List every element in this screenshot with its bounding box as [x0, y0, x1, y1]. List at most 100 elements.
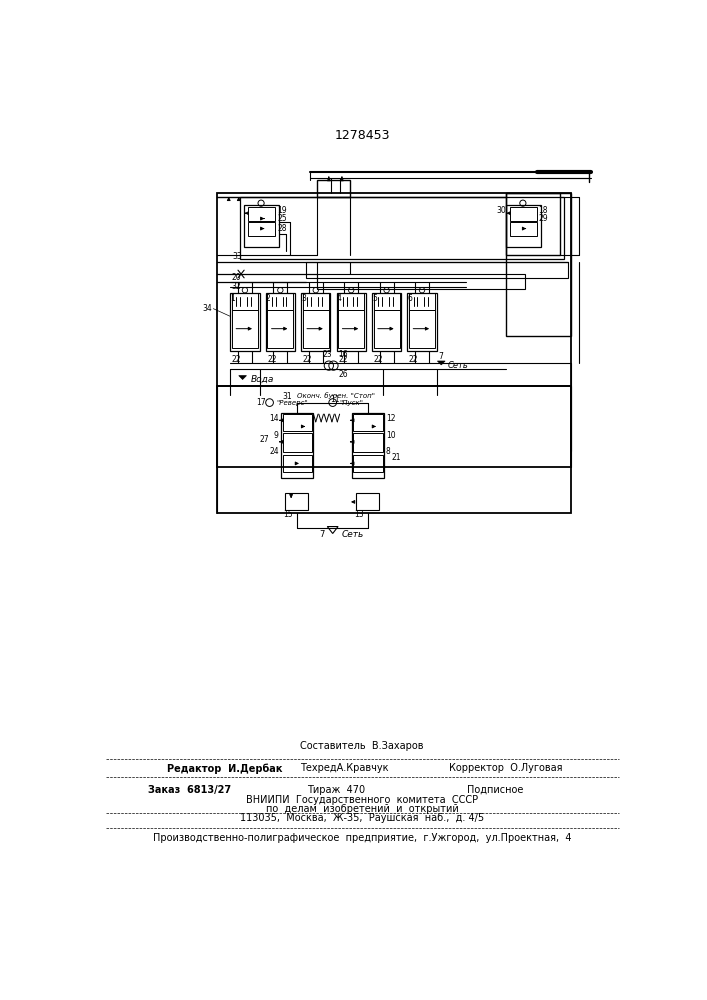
Text: 33: 33 [233, 252, 243, 261]
Bar [303, 293, 329, 310]
Bar [506, 193, 571, 336]
Text: 32: 32 [231, 282, 240, 291]
Text: 19: 19 [277, 206, 287, 215]
Text: 10: 10 [386, 431, 395, 440]
Text: 29: 29 [538, 214, 548, 223]
Text: "Пуск": "Пуск" [339, 400, 363, 406]
Polygon shape [438, 361, 445, 365]
Bar [283, 433, 312, 452]
Text: Тираж  470: Тираж 470 [308, 785, 366, 795]
Text: 31: 31 [283, 392, 292, 401]
Text: Редактор  И.Дербак: Редактор И.Дербак [167, 763, 283, 774]
Bar [232, 293, 258, 310]
Bar [232, 310, 258, 348]
Bar [303, 310, 329, 348]
Text: 7: 7 [320, 530, 325, 539]
Bar [510, 222, 537, 235]
Bar [407, 293, 437, 351]
Text: 22: 22 [338, 355, 348, 364]
Text: Заказ  6813/27: Заказ 6813/27 [148, 785, 231, 795]
Text: 1278453: 1278453 [334, 129, 390, 142]
Bar [354, 455, 382, 472]
Text: 9: 9 [274, 431, 279, 440]
Text: 21: 21 [392, 453, 402, 462]
Bar [317, 274, 525, 289]
Text: 3: 3 [301, 294, 306, 303]
Text: 24: 24 [269, 447, 279, 456]
Text: 13: 13 [354, 510, 364, 519]
Bar [337, 293, 366, 351]
Text: 22: 22 [409, 355, 419, 364]
Text: 26: 26 [338, 370, 348, 379]
Text: по  делам  изобретений  и  открытий: по делам изобретений и открытий [266, 804, 458, 814]
Bar [230, 293, 259, 351]
Text: 22: 22 [373, 355, 383, 364]
Text: 8: 8 [386, 447, 390, 456]
Text: 1: 1 [230, 294, 235, 303]
Text: 20: 20 [231, 273, 240, 282]
Text: Вода: Вода [250, 375, 274, 384]
Bar [506, 205, 541, 247]
Text: 22: 22 [232, 355, 241, 364]
Text: 18: 18 [538, 206, 548, 215]
Bar [352, 413, 385, 478]
Text: "Реверс": "Реверс" [276, 400, 308, 406]
Bar [409, 310, 435, 348]
Text: 6: 6 [407, 294, 412, 303]
Bar [217, 386, 571, 513]
Text: Оконч. бурен. "Стоп": Оконч. бурен. "Стоп" [296, 392, 375, 399]
Text: 28: 28 [277, 224, 287, 233]
Bar [283, 414, 312, 431]
Polygon shape [239, 376, 247, 379]
Bar [266, 293, 295, 351]
Bar [244, 205, 279, 247]
Text: ВНИИПИ  Государственного  комитета  СССР: ВНИИПИ Государственного комитета СССР [246, 795, 478, 805]
Bar [281, 413, 313, 478]
Bar [372, 293, 402, 351]
Text: 15: 15 [284, 510, 293, 519]
Bar [354, 414, 382, 431]
Bar [338, 310, 364, 348]
Bar [267, 293, 293, 310]
Text: 2: 2 [266, 294, 271, 303]
Bar [317, 180, 350, 197]
Text: 17: 17 [256, 398, 266, 407]
Bar [285, 493, 308, 510]
Bar [301, 293, 330, 351]
Text: 25: 25 [277, 214, 287, 223]
Text: 22: 22 [267, 355, 276, 364]
Text: 27: 27 [260, 435, 269, 444]
Bar [354, 433, 382, 452]
Bar [356, 493, 379, 510]
Text: 5: 5 [372, 294, 377, 303]
Text: 4: 4 [337, 294, 341, 303]
Text: 30: 30 [496, 206, 506, 215]
Text: 113035,  Москва,  Ж-35,  Раушская  наб.,  д. 4/5: 113035, Москва, Ж-35, Раушская наб., д. … [240, 813, 484, 823]
Bar [240, 197, 563, 259]
Text: 23: 23 [322, 350, 332, 359]
Text: Составитель  В.Захаров: Составитель В.Захаров [300, 741, 423, 751]
Bar [338, 293, 364, 310]
Bar [510, 207, 537, 221]
Text: Подписное: Подписное [467, 785, 524, 795]
Text: Корректор  О.Луговая: Корректор О.Луговая [449, 763, 563, 773]
Text: 12: 12 [386, 414, 395, 423]
Text: 7: 7 [438, 352, 443, 361]
Text: Сеть: Сеть [342, 530, 364, 539]
Text: 16: 16 [338, 350, 348, 359]
Text: Производственно-полиграфическое  предприятие,  г.Ужгород,  ул.Проектная,  4: Производственно-полиграфическое предприя… [153, 833, 571, 843]
Bar [283, 455, 312, 472]
Text: Сеть: Сеть [448, 361, 468, 370]
Text: 14: 14 [269, 414, 279, 423]
Bar [248, 207, 275, 221]
Text: 34: 34 [202, 304, 212, 313]
Bar [267, 310, 293, 348]
Bar [506, 193, 560, 255]
Text: ТехредА.Кравчук: ТехредА.Кравчук [300, 763, 388, 773]
Text: 11: 11 [330, 395, 340, 404]
Bar [409, 293, 435, 310]
Text: 22: 22 [303, 355, 312, 364]
Bar [373, 293, 399, 310]
Bar [305, 262, 568, 278]
Bar [373, 310, 399, 348]
